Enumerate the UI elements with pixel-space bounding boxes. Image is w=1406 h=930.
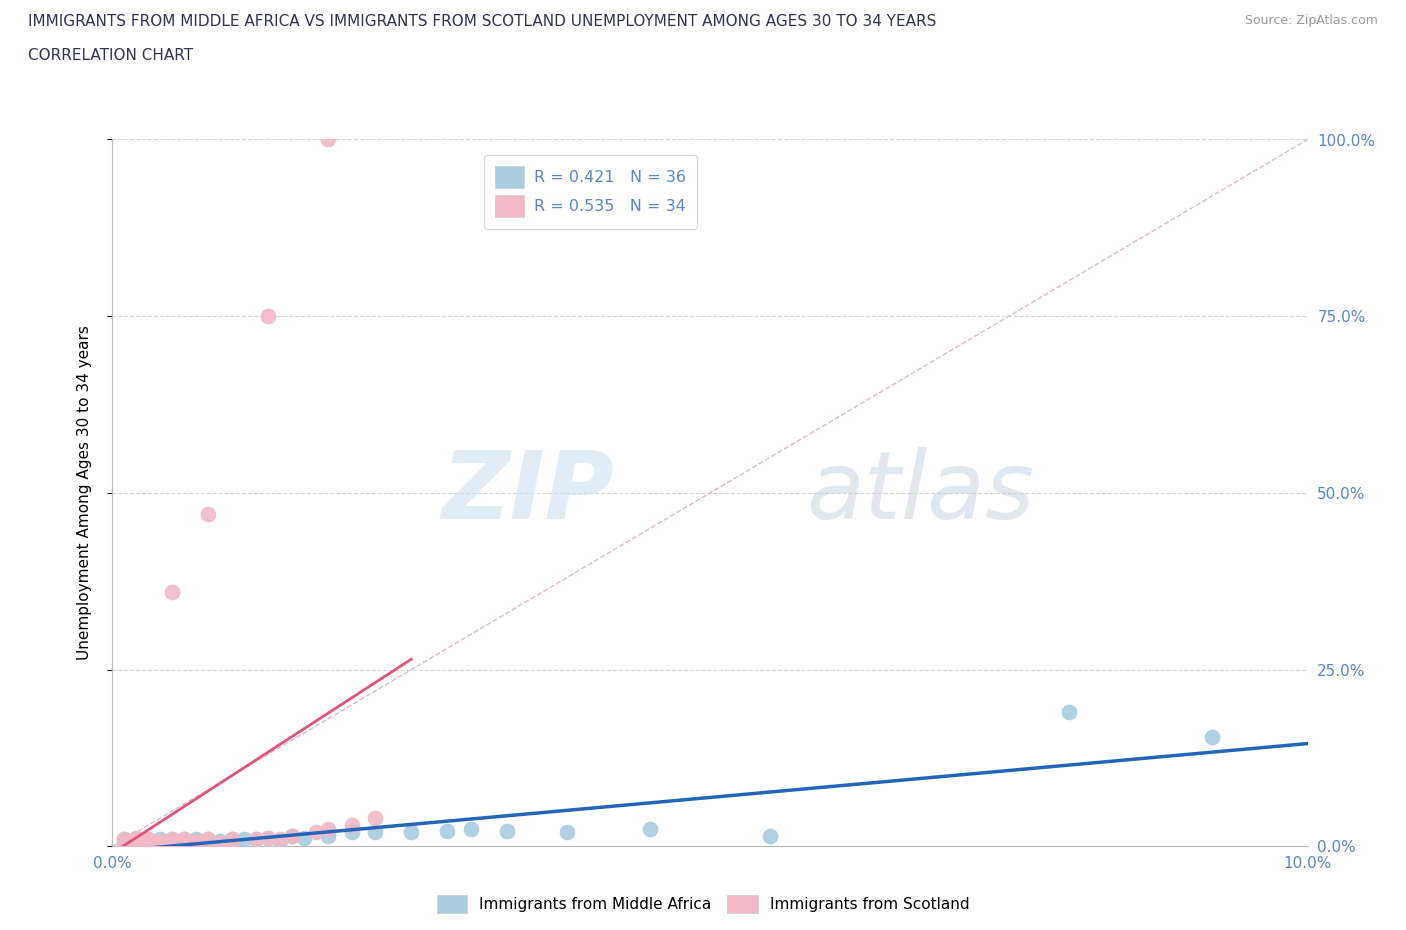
Point	[245, 831, 267, 846]
Point	[162, 831, 183, 846]
Point	[125, 835, 148, 850]
Point	[149, 835, 172, 850]
Point	[460, 821, 482, 836]
Point	[221, 831, 243, 846]
Point	[186, 833, 208, 848]
Point	[208, 833, 231, 848]
Point	[162, 831, 183, 846]
Point	[138, 833, 160, 848]
Point	[162, 584, 183, 599]
Text: ZIP: ZIP	[441, 447, 614, 538]
Point	[173, 831, 195, 846]
Point	[186, 831, 208, 846]
Point	[496, 823, 519, 838]
Point	[197, 507, 219, 522]
Point	[186, 833, 208, 848]
Point	[114, 831, 135, 846]
Point	[316, 821, 339, 836]
Point	[555, 825, 578, 840]
Legend: R = 0.421   N = 36, R = 0.535   N = 34: R = 0.421 N = 36, R = 0.535 N = 34	[484, 154, 697, 229]
Y-axis label: Unemployment Among Ages 30 to 34 years: Unemployment Among Ages 30 to 34 years	[77, 326, 91, 660]
Point	[197, 835, 219, 850]
Point	[281, 829, 304, 844]
Point	[125, 830, 148, 845]
Point	[364, 811, 387, 826]
Point	[149, 833, 172, 848]
Point	[173, 835, 195, 850]
Point	[138, 831, 160, 846]
Point	[221, 833, 243, 848]
Point	[257, 309, 280, 324]
Point	[149, 833, 172, 848]
Point	[401, 825, 423, 840]
Point	[340, 817, 363, 832]
Point	[162, 833, 183, 848]
Point	[138, 835, 160, 850]
Point	[281, 829, 304, 844]
Point	[114, 835, 135, 850]
Text: Source: ZipAtlas.com: Source: ZipAtlas.com	[1244, 14, 1378, 27]
Point	[197, 831, 219, 846]
Point	[257, 830, 280, 845]
Text: atlas: atlas	[806, 447, 1033, 538]
Point	[304, 825, 326, 840]
Point	[138, 831, 160, 846]
Point	[173, 835, 195, 850]
Point	[197, 831, 219, 846]
Point	[292, 830, 315, 845]
Point	[162, 835, 183, 850]
Point	[257, 830, 280, 845]
Text: CORRELATION CHART: CORRELATION CHART	[28, 48, 193, 63]
Point	[125, 831, 148, 846]
Point	[173, 831, 195, 846]
Point	[162, 835, 183, 850]
Point	[269, 833, 291, 848]
Point	[436, 823, 458, 838]
Legend: Immigrants from Middle Africa, Immigrants from Scotland: Immigrants from Middle Africa, Immigrant…	[430, 889, 976, 919]
Point	[221, 831, 243, 846]
Point	[245, 831, 267, 846]
Point	[221, 835, 243, 850]
Point	[125, 835, 148, 850]
Point	[149, 831, 172, 846]
Point	[125, 833, 148, 848]
Point	[638, 821, 662, 836]
Point	[340, 825, 363, 840]
Point	[186, 835, 208, 850]
Point	[316, 829, 339, 844]
Point	[1057, 705, 1080, 720]
Point	[197, 835, 219, 850]
Point	[759, 829, 782, 844]
Point	[316, 132, 339, 147]
Point	[269, 831, 291, 846]
Point	[221, 835, 243, 850]
Point	[364, 825, 387, 840]
Text: IMMIGRANTS FROM MIDDLE AFRICA VS IMMIGRANTS FROM SCOTLAND UNEMPLOYMENT AMONG AGE: IMMIGRANTS FROM MIDDLE AFRICA VS IMMIGRA…	[28, 14, 936, 29]
Point	[114, 831, 135, 846]
Point	[1201, 729, 1223, 744]
Point	[208, 835, 231, 850]
Point	[138, 835, 160, 850]
Point	[232, 831, 256, 846]
